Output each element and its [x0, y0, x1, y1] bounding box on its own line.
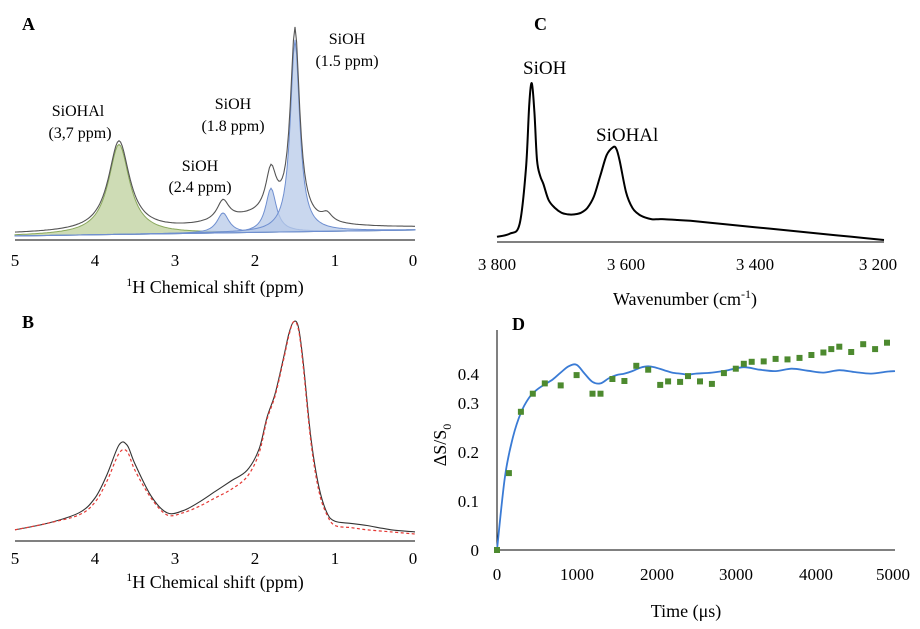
panel-c-tick: 3 600 — [607, 255, 645, 274]
panel-c-x-axis-label: Wavenumber (cm-1) — [613, 287, 757, 310]
panel-d-y-ticks: 0 0.1 0.2 0.3 0.4 — [458, 365, 480, 560]
panel-b-tick: 1 — [331, 549, 340, 568]
data-point-marker — [657, 381, 664, 388]
panel-c-tick: 3 200 — [859, 255, 897, 274]
panel-d-x-tick: 0 — [493, 565, 502, 584]
panel-b-solid-line — [14, 320, 416, 533]
component-peak-3 — [14, 39, 416, 237]
panel-c-label: C — [534, 14, 547, 34]
panel-d-y-tick: 0.1 — [458, 492, 479, 511]
data-point-marker — [872, 346, 879, 353]
panel-d-y-tick: 0 — [471, 541, 480, 560]
panel-b-label: B — [22, 312, 34, 332]
panel-d-x-tick: 1000 — [560, 565, 594, 584]
panel-a-components — [14, 39, 416, 237]
panel-c-tick: 3 400 — [736, 255, 774, 274]
data-point-marker — [517, 408, 524, 415]
panel-b-dotted-line — [14, 320, 416, 535]
data-point-marker — [784, 356, 791, 363]
annotation-sioh-18-ppm: (1.8 ppm) — [201, 118, 264, 135]
panel-d-y-tick: 0.3 — [458, 394, 479, 413]
data-point-marker — [665, 378, 672, 385]
panel-b-tick: 2 — [251, 549, 260, 568]
annotation-siohal-name: SiOHAl — [52, 103, 105, 120]
data-point-marker — [884, 339, 890, 346]
data-point-marker — [740, 360, 747, 367]
panel-a-x-axis-label: 1H Chemical shift (ppm) — [126, 275, 303, 298]
panel-c-x-ticks: 3 800 3 600 3 400 3 200 — [478, 255, 897, 274]
data-point-marker — [732, 365, 739, 372]
panel-b-x-axis-label: 1H Chemical shift (ppm) — [126, 570, 303, 593]
annotation-sioh-24-ppm: (2.4 ppm) — [168, 179, 231, 196]
annotation-sioh-18-name: SiOH — [215, 96, 252, 113]
data-point-marker — [748, 358, 755, 365]
panel-b-tick: 3 — [171, 549, 180, 568]
panel-a: A 5 4 3 2 1 0 1H Chemical shift (ppm) Si… — [11, 14, 418, 298]
data-point-marker — [621, 378, 628, 384]
panel-a-tick: 1 — [331, 251, 340, 270]
panel-a-x-ticks: 5 4 3 2 1 0 — [11, 251, 418, 270]
panel-d-y-tick: 0.4 — [458, 365, 480, 384]
panel-d-label: D — [512, 314, 525, 334]
data-point-marker — [541, 380, 548, 387]
panel-d-x-tick: 2000 — [640, 565, 674, 584]
panel-a-label: A — [22, 14, 35, 34]
panel-d-fit-line — [496, 363, 896, 551]
data-point-marker — [633, 362, 640, 369]
panel-b: B 5 4 3 2 1 0 1H Chemical shift (ppm) — [11, 312, 418, 593]
data-point-marker — [557, 382, 564, 389]
panel-d-x-ticks: 0 1000 2000 3000 4000 5000 — [493, 565, 910, 584]
panel-d-y-tick: 0.2 — [458, 443, 479, 462]
data-point-marker — [589, 390, 596, 397]
panel-d-markers — [494, 339, 890, 553]
panel-d-x-tick: 3000 — [719, 565, 753, 584]
annotation-sioh-15-ppm: (1.5 ppm) — [315, 53, 378, 70]
data-point-marker — [808, 352, 815, 358]
panel-c-spectrum-line — [496, 82, 885, 241]
data-point-marker — [697, 378, 703, 385]
panel-a-tick: 0 — [409, 251, 418, 270]
panel-b-tick: 4 — [91, 549, 100, 568]
data-point-marker — [860, 341, 867, 348]
panel-a-tick: 4 — [91, 251, 100, 270]
data-point-marker — [685, 373, 691, 380]
data-point-marker — [848, 349, 855, 355]
data-point-marker — [494, 547, 500, 553]
annotation-sioh-15-name: SiOH — [329, 31, 366, 48]
panel-d-x-axis-label: Time (μs) — [651, 601, 722, 622]
panel-a-tick: 2 — [251, 251, 260, 270]
annotation-siohal-ppm: (3,7 ppm) — [48, 125, 111, 142]
data-point-marker — [573, 372, 580, 379]
panel-b-tick: 5 — [11, 549, 20, 568]
data-point-marker — [796, 354, 803, 361]
panel-a-tick: 3 — [171, 251, 180, 270]
data-point-marker — [505, 470, 512, 477]
data-point-marker — [529, 390, 536, 397]
annotation-c-sioh: SiOH — [523, 58, 567, 79]
data-point-marker — [597, 390, 604, 397]
data-point-marker — [760, 358, 767, 365]
data-point-marker — [708, 380, 715, 387]
panel-c: C 3 800 3 600 3 400 3 200 Wavenumber (cm… — [478, 14, 897, 310]
data-point-marker — [645, 366, 652, 373]
data-point-marker — [609, 376, 616, 382]
panel-a-tick: 5 — [11, 251, 20, 270]
data-point-marker — [772, 355, 779, 362]
annotation-c-siohal: SiOHAl — [596, 125, 658, 146]
panel-b-x-ticks: 5 4 3 2 1 0 — [11, 549, 418, 568]
data-point-marker — [836, 343, 843, 350]
panel-d-x-tick: 5000 — [876, 565, 910, 584]
data-point-marker — [820, 349, 827, 356]
annotation-sioh-24-name: SiOH — [182, 158, 219, 175]
panel-d-x-tick: 4000 — [799, 565, 833, 584]
data-point-marker — [828, 346, 835, 353]
panel-b-tick: 0 — [409, 549, 418, 568]
panel-d-y-axis-label: ΔS/S0 — [430, 424, 454, 467]
panel-c-tick: 3 800 — [478, 255, 516, 274]
panel-d: D 0 1000 2000 3000 4000 5000 0 0.1 0.2 0… — [430, 314, 910, 622]
panel-a-envelope-line — [14, 26, 415, 233]
data-point-marker — [720, 370, 727, 377]
data-point-marker — [677, 378, 684, 385]
